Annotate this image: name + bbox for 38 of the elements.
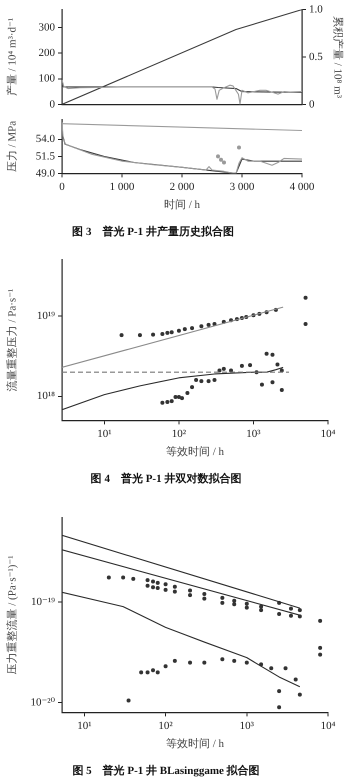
- y2-tick-label: 1.0: [309, 3, 324, 16]
- x-tick-label: 1 000: [110, 180, 135, 193]
- text: 图 5 普光 P-1 井 BLasinggame 拟合图: [72, 764, 260, 778]
- x-tick-label: 10⁴: [320, 720, 336, 732]
- y-tick-label: 0: [50, 98, 56, 110]
- y-axis-title: 流量重整压力 / Pa·s⁻¹: [5, 288, 18, 392]
- y-tick-label: 51.5: [36, 150, 56, 162]
- x-tick-label: 10³: [240, 720, 255, 732]
- x-tick-label: 3 000: [230, 180, 255, 193]
- x-axis-title: 时间 / h: [164, 198, 201, 212]
- y2-tick-label: 0: [309, 98, 315, 110]
- y-tick-label: 100: [38, 72, 56, 85]
- x-tick-label: 0: [59, 180, 66, 193]
- y-tick-label: 10⁻¹⁹: [31, 596, 56, 608]
- y-tick-label: 10¹⁸: [36, 390, 56, 402]
- x-tick-label: 2 000: [170, 180, 195, 193]
- x-tick-label: 10³: [246, 428, 262, 440]
- y-tick-label: 10⁻²⁰: [30, 696, 56, 709]
- text: 图 4 普光 P-1 井双对数拟合图: [90, 472, 242, 486]
- y2-tick-label: 0.5: [309, 50, 324, 63]
- y2-axis-title: 累积产量 / 10⁸ m³: [332, 16, 345, 99]
- y-tick-label: 49.0: [36, 167, 56, 180]
- x-axis-title: 等效时间 / h: [166, 445, 225, 458]
- y-tick-label: 54.0: [36, 133, 56, 146]
- y-axis-title: 压力重整流量 / (Pa·s⁻¹)⁻¹: [5, 555, 18, 675]
- y-axis-title: 压力 / MPa: [5, 120, 18, 172]
- x-tick-label: 10¹: [97, 428, 112, 440]
- x-tick-label: 10¹: [77, 720, 92, 732]
- x-axis-title: 等效时间 / h: [166, 737, 225, 750]
- y-tick-label: 10¹⁹: [36, 310, 56, 322]
- y-tick-label: 200: [38, 47, 56, 60]
- y-axis-title: 产量 / 10⁴ m³·d⁻¹: [5, 18, 18, 96]
- text: 图 3 普光 P-1 井产量历史拟合图: [72, 225, 234, 238]
- x-tick-label: 10²: [158, 720, 174, 732]
- x-tick-label: 10⁴: [320, 428, 336, 440]
- x-tick-label: 4 000: [290, 180, 315, 193]
- y-tick-label: 300: [38, 21, 56, 34]
- x-tick-label: 10²: [172, 428, 187, 440]
